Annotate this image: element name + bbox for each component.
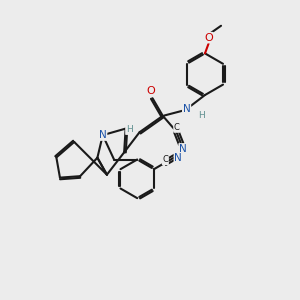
Text: O: O	[146, 86, 155, 96]
Text: N: N	[174, 153, 182, 163]
Text: C: C	[174, 123, 180, 132]
Text: H: H	[198, 111, 205, 120]
Text: O: O	[204, 33, 213, 43]
Text: N: N	[179, 144, 187, 154]
Text: H: H	[126, 125, 133, 134]
Text: C: C	[162, 155, 168, 164]
Text: N: N	[183, 104, 190, 114]
Text: N: N	[99, 130, 106, 140]
